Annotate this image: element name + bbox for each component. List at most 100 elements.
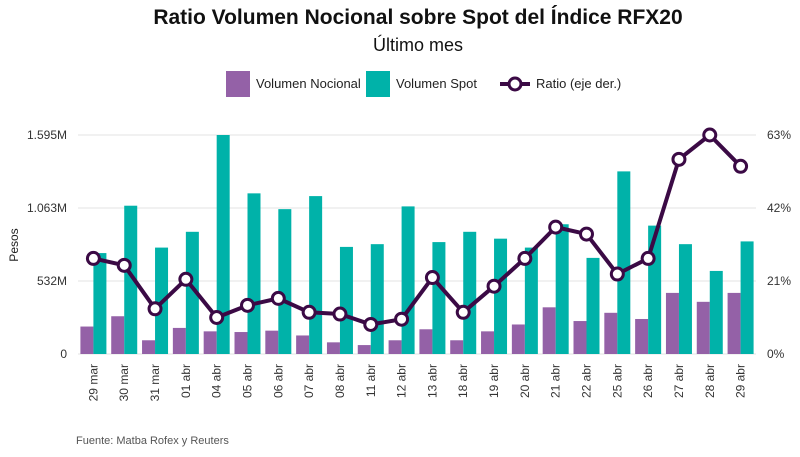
y-axis-left: 0 532M 1.063M 1.595M xyxy=(27,128,67,361)
ratio-point xyxy=(733,158,749,174)
source-note: Fuente: Matba Rofex y Reuters xyxy=(76,435,229,447)
x-tick-label: 12 abr xyxy=(395,364,409,398)
x-tick-label: 05 abr xyxy=(241,364,255,398)
bar-volumen-nocional xyxy=(511,324,525,354)
bar-volumen-nocional xyxy=(172,327,186,354)
bar-volumen-nocional xyxy=(265,330,279,354)
y-right-tick-label: 0% xyxy=(767,347,785,361)
bar-volumen-spot xyxy=(494,238,508,354)
bar-volumen-spot xyxy=(247,193,261,354)
x-tick-label: 04 abr xyxy=(210,364,224,398)
ratio-point xyxy=(394,311,410,327)
bar-volumen-nocional xyxy=(635,318,649,354)
bar-volumen-nocional xyxy=(296,335,310,354)
x-tick-label: 01 abr xyxy=(179,364,193,398)
bar-volumen-spot xyxy=(678,244,692,354)
bar-volumen-nocional xyxy=(111,316,125,354)
ratio-point xyxy=(85,250,101,266)
y-right-tick-label: 21% xyxy=(767,274,791,288)
legend-label-spot: Volumen Spot xyxy=(396,76,477,91)
legend: Volumen Nocional Volumen Spot Ratio (eje… xyxy=(226,71,621,97)
bar-volumen-spot xyxy=(124,205,138,354)
ratio-point xyxy=(209,310,225,325)
y-left-tick-label: 0 xyxy=(60,347,67,361)
ratio-point xyxy=(363,316,379,332)
bar-volumen-spot xyxy=(432,242,446,354)
bar-volumen-spot xyxy=(555,224,569,354)
bar-volumen-spot xyxy=(185,231,199,354)
ratio-point xyxy=(240,297,255,313)
x-tick-label: 18 abr xyxy=(456,364,470,398)
y-left-tick-label: 1.595M xyxy=(27,128,67,142)
bar-volumen-spot xyxy=(93,253,107,354)
ratio-point xyxy=(640,250,656,266)
bar-volumen-spot xyxy=(278,209,292,354)
chart-subtitle: Último mes xyxy=(373,34,463,55)
ratio-point xyxy=(609,266,625,282)
y-right-tick-label: 42% xyxy=(767,201,791,215)
bar-volumen-spot xyxy=(463,231,477,354)
x-tick-label: 20 abr xyxy=(518,364,532,398)
ratio-line-path xyxy=(92,133,743,327)
ratio-point xyxy=(517,250,533,266)
x-tick-label: 30 mar xyxy=(117,364,131,401)
bar-volumen-nocional xyxy=(80,326,94,354)
bar-volumen-spot xyxy=(401,206,415,354)
x-tick-label: 29 abr xyxy=(734,364,748,398)
x-tick-label: 26 abr xyxy=(641,364,655,398)
x-tick-label: 08 abr xyxy=(333,364,347,398)
bar-volumen-spot xyxy=(740,241,754,354)
bar-volumen-spot xyxy=(586,257,600,354)
ratio-point xyxy=(486,278,502,294)
legend-label-nocional: Volumen Nocional xyxy=(256,76,361,91)
legend-swatch-spot xyxy=(366,71,390,97)
ratio-point xyxy=(424,270,440,286)
x-tick-label: 19 abr xyxy=(487,364,501,398)
bar-volumen-spot xyxy=(339,246,353,354)
x-tick-label: 06 abr xyxy=(271,364,285,398)
ratio-point xyxy=(671,151,687,167)
x-tick-label: 07 abr xyxy=(302,364,316,398)
x-axis: 29 mar 30 mar 31 mar 01 abr 04 abr 05 abr 06 a… xyxy=(86,364,747,401)
y-left-tick-label: 532M xyxy=(37,274,67,288)
bar-volumen-nocional xyxy=(142,340,156,354)
bar-volumen-nocional xyxy=(604,312,618,354)
x-tick-label: 22 abr xyxy=(580,364,594,398)
x-tick-label: 27 abr xyxy=(672,364,686,398)
legend-swatch-nocional xyxy=(226,71,250,97)
ratio-point xyxy=(301,304,317,320)
bar-volumen-nocional xyxy=(326,342,340,354)
y-axis-right: 0% 21% 42% 63% xyxy=(767,128,791,361)
x-tick-label: 25 abr xyxy=(610,364,624,398)
x-tick-label: 21 abr xyxy=(549,364,563,398)
ratio-point xyxy=(147,301,163,317)
bar-volumen-nocional xyxy=(696,301,710,354)
bar-volumen-spot xyxy=(617,171,631,354)
ratio-point xyxy=(332,306,348,322)
bar-volumen-nocional xyxy=(727,292,741,354)
bar-volumen-spot xyxy=(648,225,662,354)
ratio-point xyxy=(579,226,594,242)
bar-volumen-nocional xyxy=(450,340,464,354)
bar-volumen-spot xyxy=(709,270,723,354)
y-axis-label: Pesos xyxy=(7,228,21,261)
ratio-point xyxy=(116,257,132,273)
legend-marker-ratio xyxy=(507,76,523,92)
bar-volumen-spot xyxy=(524,247,538,354)
bars xyxy=(80,135,754,354)
ratio-point xyxy=(702,127,718,143)
chart-title: Ratio Volumen Nocional sobre Spot del Ín… xyxy=(153,6,682,29)
bar-volumen-nocional xyxy=(665,292,679,354)
bar-volumen-nocional xyxy=(234,332,248,354)
legend-label-ratio: Ratio (eje der.) xyxy=(536,76,621,91)
ratio-point xyxy=(455,304,471,320)
bar-volumen-nocional xyxy=(203,331,217,354)
bar-volumen-spot xyxy=(370,244,384,354)
ratio-point xyxy=(270,290,286,306)
bar-volumen-nocional xyxy=(357,345,371,354)
x-tick-label: 31 mar xyxy=(148,364,162,401)
ratio-point xyxy=(178,271,194,287)
bar-volumen-spot xyxy=(216,135,230,354)
bar-volumen-nocional xyxy=(573,321,587,354)
